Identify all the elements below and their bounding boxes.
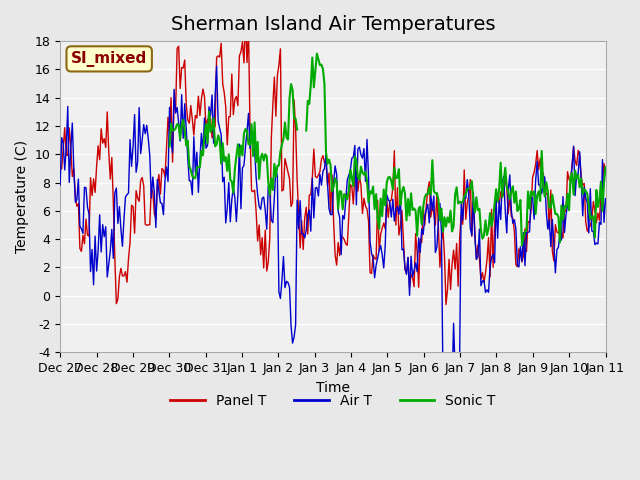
Text: SI_mixed: SI_mixed	[71, 51, 147, 67]
Y-axis label: Temperature (C): Temperature (C)	[15, 140, 29, 253]
Title: Sherman Island Air Temperatures: Sherman Island Air Temperatures	[171, 15, 495, 34]
X-axis label: Time: Time	[316, 381, 350, 395]
Legend: Panel T, Air T, Sonic T: Panel T, Air T, Sonic T	[164, 389, 501, 414]
